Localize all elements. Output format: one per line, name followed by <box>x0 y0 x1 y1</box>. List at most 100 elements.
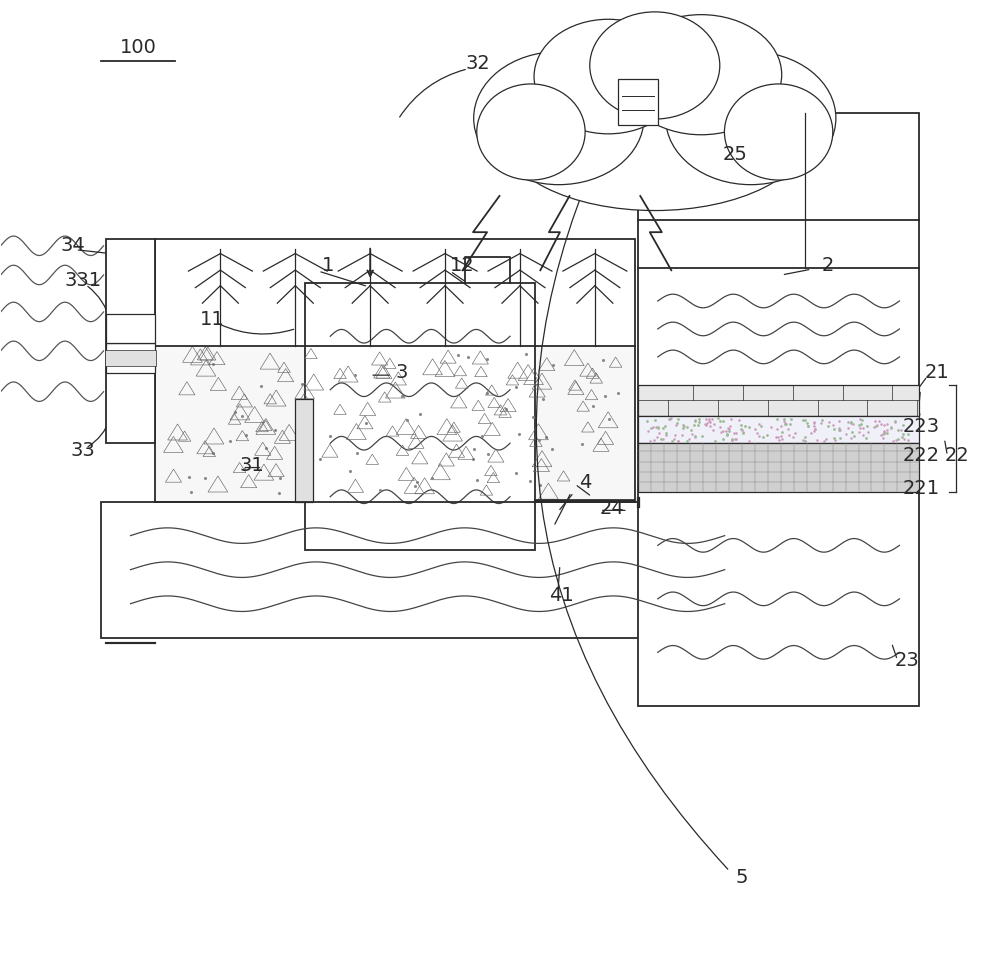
Text: 11: 11 <box>200 310 225 329</box>
Point <box>747 422 763 437</box>
Point <box>687 414 703 430</box>
Point <box>832 430 848 445</box>
Point <box>755 430 771 445</box>
Point <box>831 422 847 437</box>
Point <box>868 418 884 433</box>
Bar <box>618 79 658 126</box>
Point <box>720 420 736 435</box>
Point <box>778 416 794 431</box>
Ellipse shape <box>474 52 644 185</box>
Point <box>712 413 728 429</box>
Point <box>650 419 666 434</box>
Text: 222: 222 <box>903 446 940 466</box>
Point <box>664 432 680 448</box>
Point <box>768 430 784 445</box>
Point <box>843 415 859 431</box>
Point <box>655 431 671 447</box>
Point <box>712 413 728 429</box>
Point <box>795 413 811 429</box>
Point <box>876 424 892 439</box>
Point <box>769 411 785 427</box>
Point <box>876 424 892 439</box>
Point <box>724 431 740 447</box>
Bar <box>101 502 755 638</box>
Point <box>733 422 749 437</box>
Point <box>814 412 830 428</box>
Point <box>831 422 847 437</box>
Point <box>851 424 867 439</box>
Ellipse shape <box>500 54 810 210</box>
Point <box>645 419 661 434</box>
Point <box>686 417 702 432</box>
Point <box>832 430 848 445</box>
Point <box>687 430 703 445</box>
Point <box>807 421 823 436</box>
Point <box>735 425 751 440</box>
Point <box>741 433 757 449</box>
Point <box>698 411 714 427</box>
Point <box>896 431 912 447</box>
Point <box>845 416 861 431</box>
Point <box>773 428 789 443</box>
Point <box>873 416 889 431</box>
Point <box>859 418 875 433</box>
Point <box>820 419 836 434</box>
Point <box>643 421 659 436</box>
Point <box>769 411 785 427</box>
Text: 31: 31 <box>240 456 265 475</box>
Point <box>702 419 718 434</box>
Point <box>771 432 787 448</box>
Point <box>887 414 903 430</box>
Point <box>900 427 916 442</box>
Point <box>710 410 726 426</box>
Text: 5: 5 <box>735 869 748 887</box>
Point <box>860 425 876 440</box>
Point <box>669 415 685 431</box>
Point <box>733 417 749 432</box>
Point <box>890 422 906 437</box>
Point <box>809 431 825 447</box>
Point <box>683 422 699 437</box>
Point <box>670 432 686 448</box>
Point <box>795 413 811 429</box>
Point <box>840 420 856 435</box>
Point <box>826 422 842 437</box>
Point <box>831 413 847 429</box>
Point <box>679 433 695 449</box>
Point <box>890 422 906 437</box>
Point <box>699 415 715 431</box>
Point <box>806 415 822 431</box>
Point <box>774 431 790 447</box>
Point <box>820 419 836 434</box>
Point <box>879 425 895 440</box>
Point <box>713 425 729 440</box>
Point <box>806 414 822 430</box>
Point <box>887 414 903 430</box>
Point <box>803 426 819 441</box>
Point <box>737 419 753 434</box>
Point <box>851 417 867 432</box>
Point <box>852 411 868 427</box>
Point <box>759 428 775 443</box>
Point <box>855 421 871 436</box>
Point <box>776 414 792 430</box>
Point <box>751 416 767 431</box>
Point <box>724 432 740 448</box>
Point <box>650 420 666 435</box>
Point <box>773 419 789 434</box>
Point <box>653 431 669 447</box>
Text: 32: 32 <box>466 55 490 73</box>
Point <box>658 425 674 440</box>
Point <box>838 426 854 441</box>
Point <box>853 417 869 432</box>
Text: 1: 1 <box>322 256 334 275</box>
Point <box>869 417 885 432</box>
Point <box>661 412 677 428</box>
Point <box>895 427 911 442</box>
Text: 100: 100 <box>120 38 157 56</box>
Point <box>858 431 874 446</box>
Point <box>895 417 911 432</box>
Point <box>763 420 779 435</box>
Text: 2: 2 <box>821 256 834 275</box>
Point <box>797 433 813 449</box>
